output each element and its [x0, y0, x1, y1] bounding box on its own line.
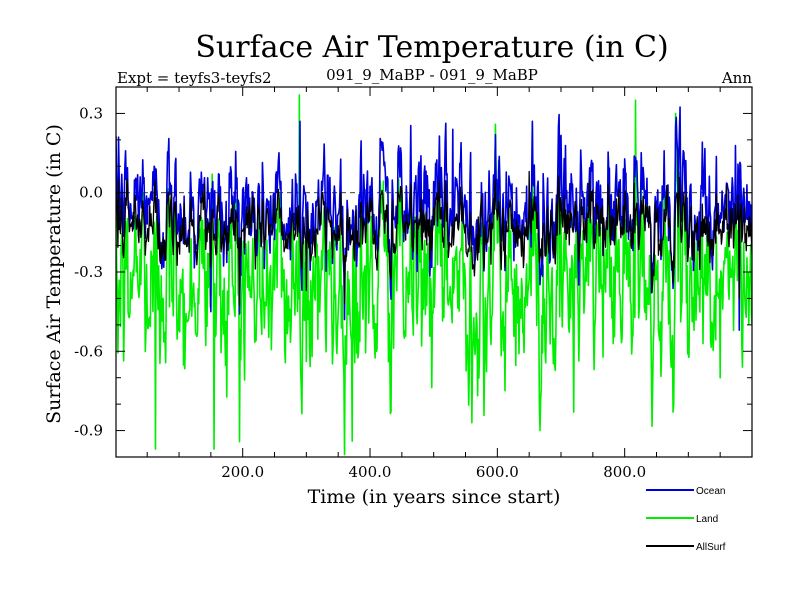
- plot-frame: [115, 86, 753, 458]
- series-line-land: [116, 94, 752, 456]
- x-tick-labels: 200.0 400.0 600.0 800.0: [221, 463, 646, 481]
- y-tick-label: -0.3: [74, 263, 103, 281]
- experiment-label: Expt = teyfs3-teyfs2: [117, 69, 272, 87]
- x-axis-label: Time (in years since start): [308, 486, 561, 508]
- legend-label-allsurf: AllSurf: [696, 542, 726, 553]
- y-tick-label: 0.3: [79, 104, 103, 122]
- legend-label-ocean: Ocean: [696, 486, 725, 497]
- x-tick-label: 200.0: [221, 463, 264, 481]
- period-label: 091_9_MaBP - 091_9_MaBP: [326, 66, 538, 84]
- y-axis-label: Surface Air Temperature (in C): [43, 124, 65, 424]
- legend-label-land: Land: [696, 514, 718, 525]
- y-tick-label: -0.9: [74, 422, 103, 440]
- x-tick-label: 600.0: [476, 463, 519, 481]
- x-tick-label: 800.0: [603, 463, 646, 481]
- y-tick-labels: 0.3 0.0 -0.3 -0.6 -0.9: [74, 104, 103, 439]
- season-label: Ann: [721, 69, 752, 87]
- plot-area: [116, 94, 752, 456]
- chart-title: Surface Air Temperature (in C): [195, 30, 668, 65]
- series-line-allsurf: [116, 170, 752, 306]
- legend: Ocean Land AllSurf: [646, 486, 726, 553]
- x-tick-label: 400.0: [349, 463, 392, 481]
- y-tick-label: -0.6: [74, 342, 103, 360]
- y-tick-label: 0.0: [79, 184, 103, 202]
